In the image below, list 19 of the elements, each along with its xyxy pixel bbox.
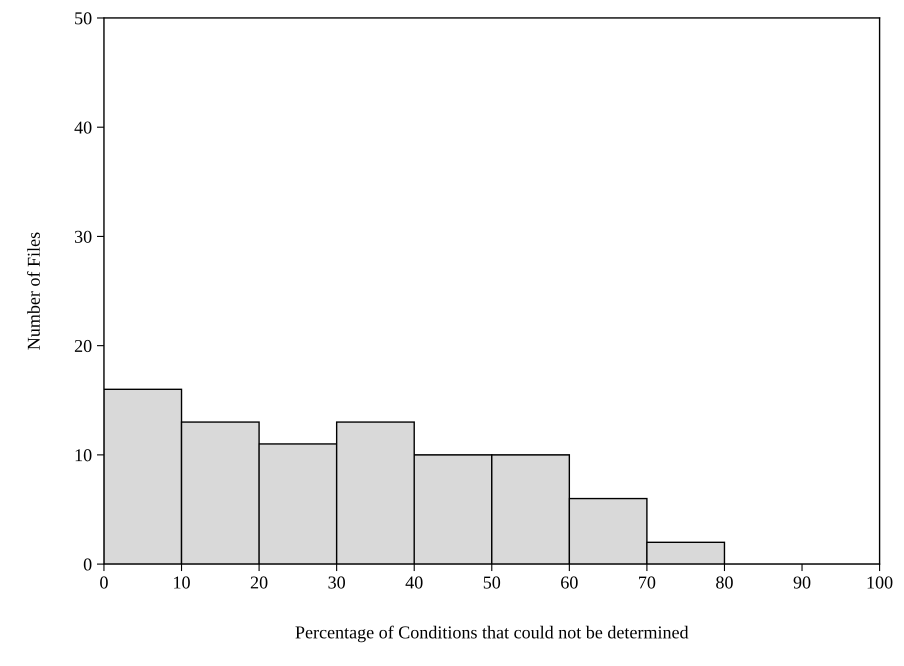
y-tick-label: 40 [74,121,92,134]
x-tick-label: 10 [174,576,190,589]
y-tick-label: 10 [76,449,92,462]
x-tick-label: 50 [484,576,500,589]
x-tick-label: 100 [868,576,892,589]
x-tick-label: 60 [561,576,578,589]
x-tick-label: 90 [794,576,810,589]
x-tick-label: 70 [639,576,656,589]
x-axis-title: Percentage of Conditions that could not be determined [295,626,688,642]
x-tick-label: 30 [328,576,345,589]
y-tick-label: 30 [74,230,92,243]
x-tick-label: 20 [250,576,268,589]
y-axis-title: Number of Files [26,232,40,350]
y-tick-label: 0 [84,558,92,571]
y-tick-label: 50 [75,12,92,24]
y-tick-label: 20 [74,340,92,352]
x-tick-label: 0 [100,576,108,589]
x-tick-label: 80 [716,576,733,589]
x-tick-label: 40 [406,576,423,589]
